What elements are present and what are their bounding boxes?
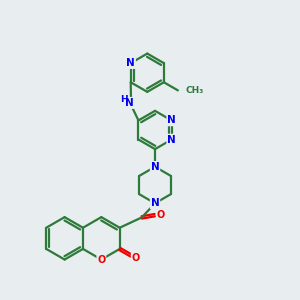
Text: N: N <box>167 134 176 145</box>
Text: O: O <box>132 253 140 263</box>
Text: H: H <box>126 99 134 108</box>
Text: N: N <box>151 198 159 208</box>
Text: H: H <box>120 95 127 104</box>
Text: N: N <box>151 162 159 172</box>
Text: N: N <box>126 58 135 68</box>
Text: O: O <box>97 254 106 265</box>
Text: N: N <box>167 116 176 125</box>
Text: O: O <box>157 210 165 220</box>
Text: CH₃: CH₃ <box>185 86 203 95</box>
Text: N: N <box>125 98 134 108</box>
